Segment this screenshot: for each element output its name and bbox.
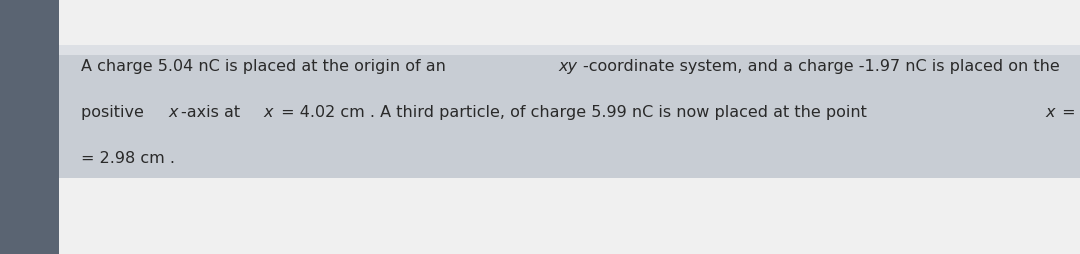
Bar [0, 0, 59, 254]
Text: x: x [264, 105, 273, 120]
Text: -coordinate system, and a charge -1.97 nC is placed on the: -coordinate system, and a charge -1.97 n… [583, 59, 1059, 74]
Text: = 2.98 cm .: = 2.98 cm . [81, 151, 175, 166]
Bar [59, 46, 1080, 56]
Text: = 4.02 cm ,: = 4.02 cm , [1057, 105, 1080, 120]
Text: xy: xy [558, 59, 578, 74]
Text: x: x [168, 105, 178, 120]
Text: x: x [1045, 105, 1055, 120]
Text: -axis at: -axis at [181, 105, 245, 120]
Text: = 4.02 cm . A third particle, of charge 5.99 nC is now placed at the point: = 4.02 cm . A third particle, of charge … [276, 105, 873, 120]
Text: A charge 5.04 nC is placed at the origin of an: A charge 5.04 nC is placed at the origin… [81, 59, 451, 74]
Text: positive: positive [81, 105, 149, 120]
Bar [59, 46, 1080, 178]
